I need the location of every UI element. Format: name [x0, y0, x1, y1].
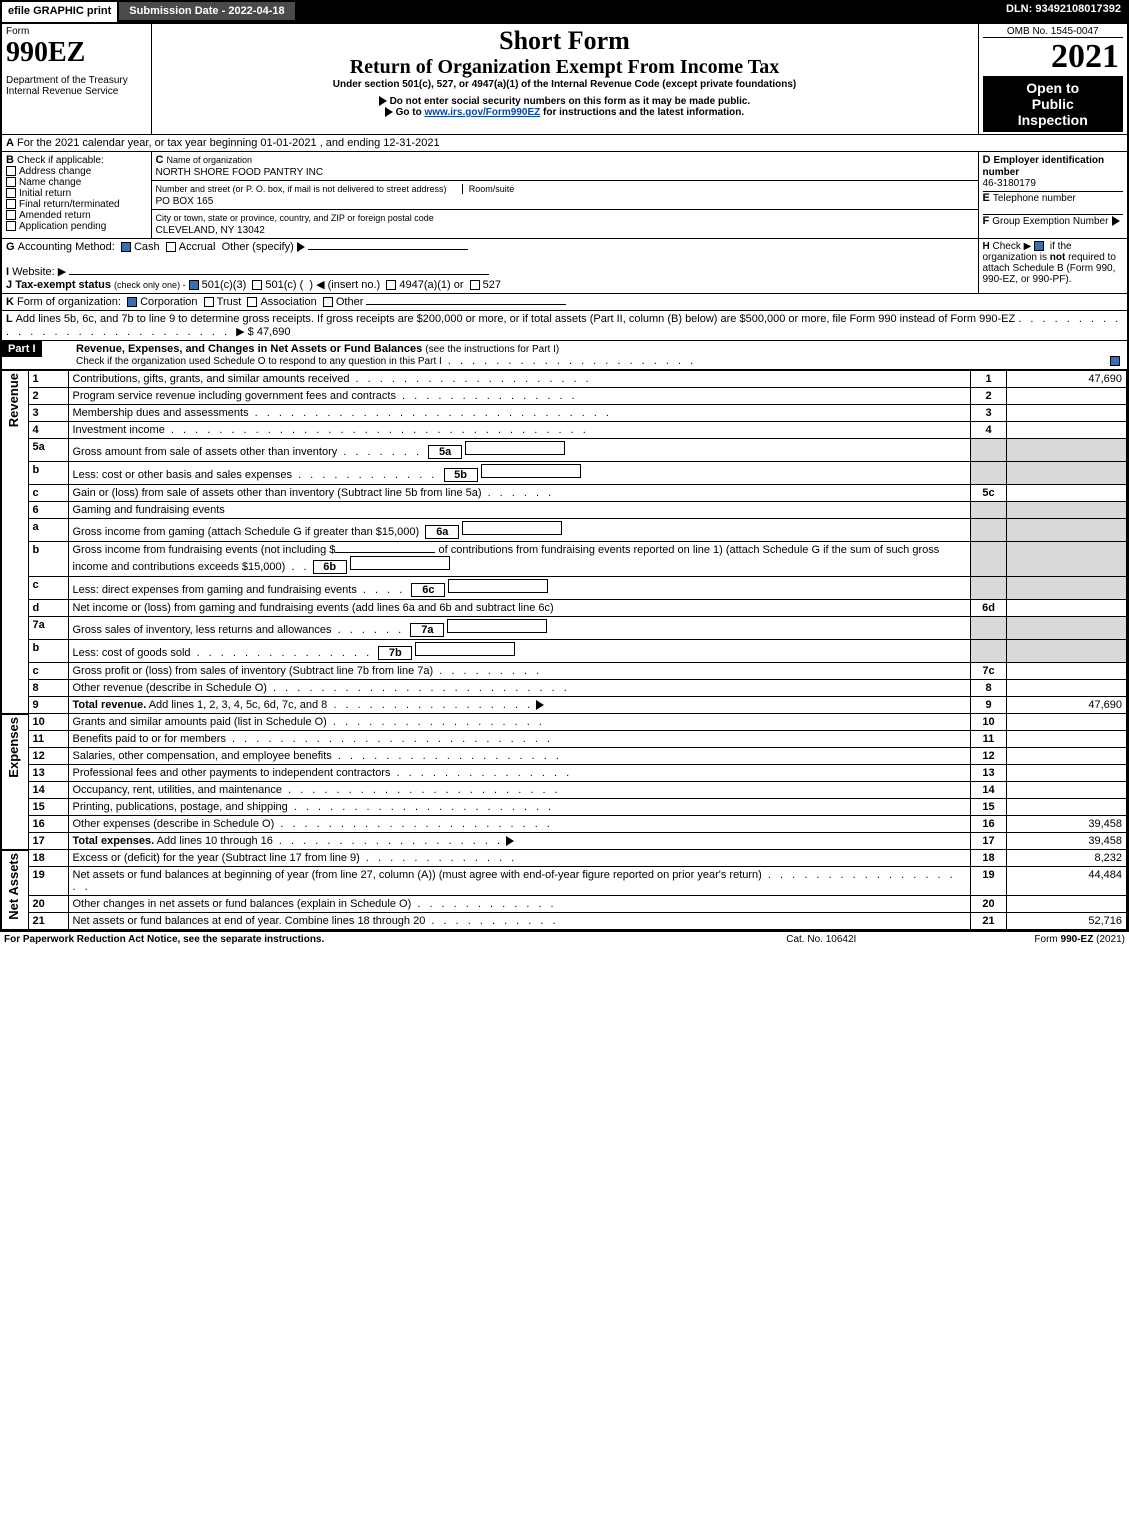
subtitle: Under section 501(c), 527, or 4947(a)(1)…	[156, 79, 974, 90]
subdate-label: Submission Date -	[129, 5, 228, 17]
section-c-city: City or town, state or province, country…	[151, 210, 978, 239]
box-6b-val[interactable]	[350, 556, 450, 570]
section-b: B Check if applicable: Address change Na…	[1, 152, 151, 239]
line-g: G Accounting Method: Cash Accrual Other …	[1, 239, 978, 294]
section-def: D Employer identification number 46-3180…	[978, 152, 1128, 239]
dln-val: 93492108017392	[1035, 3, 1121, 15]
submission-date: Submission Date - 2022-04-18	[117, 0, 296, 22]
box-7b-val[interactable]	[415, 642, 515, 656]
other-org-input[interactable]	[366, 304, 566, 305]
topbar-spacer	[297, 0, 998, 22]
chk-cash[interactable]	[121, 242, 131, 252]
dln-label: DLN:	[1006, 3, 1035, 15]
arrow-icon	[506, 836, 514, 846]
part-i-label: Part I	[2, 341, 42, 357]
chk-sched-o-part1[interactable]	[1110, 356, 1120, 366]
box-6c-val[interactable]	[448, 579, 548, 593]
org-city: CLEVELAND, NY 13042	[156, 225, 265, 236]
chk-trust[interactable]	[204, 297, 214, 307]
arrow-icon	[536, 700, 544, 710]
gross-receipts: 47,690	[257, 326, 291, 338]
top-bar: efile GRAPHIC print Submission Date - 20…	[0, 0, 1129, 22]
chk-501c[interactable]	[252, 280, 262, 290]
input-6b-contrib[interactable]	[335, 552, 435, 553]
ssn-warning: Do not enter social security numbers on …	[156, 96, 974, 107]
ln1-box: 1	[971, 371, 1007, 388]
website-input[interactable]	[69, 274, 489, 275]
footer-mid: Cat. No. 10642I	[734, 932, 909, 947]
short-form-title: Short Form	[156, 26, 974, 56]
total-expenses: 39,458	[1007, 833, 1127, 850]
irs-link[interactable]: www.irs.gov/Form990EZ	[424, 107, 540, 118]
box-5b-val[interactable]	[481, 464, 581, 478]
chk-app-pending[interactable]	[6, 221, 16, 231]
form-word: Form	[6, 26, 147, 37]
tax-year: 2021	[983, 38, 1124, 76]
chk-527[interactable]	[470, 280, 480, 290]
arrow-icon	[297, 242, 305, 252]
ln1-num: 1	[28, 371, 68, 388]
total-revenue: 47,690	[1007, 697, 1127, 714]
chk-501c3[interactable]	[189, 280, 199, 290]
ln21-val: 52,716	[1007, 913, 1127, 930]
arrow-icon	[385, 107, 393, 117]
other-method-input[interactable]	[308, 249, 468, 250]
chk-address-change[interactable]	[6, 166, 16, 176]
footer-right: Form 990-EZ (2021)	[909, 932, 1129, 947]
line-a: A For the 2021 calendar year, or tax yea…	[1, 135, 1128, 152]
chk-name-change[interactable]	[6, 177, 16, 187]
arrow-icon	[379, 96, 387, 106]
return-title: Return of Organization Exempt From Incom…	[156, 56, 974, 79]
chk-initial-return[interactable]	[6, 188, 16, 198]
chk-4947[interactable]	[386, 280, 396, 290]
org-street: PO BOX 165	[156, 196, 214, 207]
expenses-label: Expenses	[6, 717, 21, 778]
subdate-val: 2022-04-18	[228, 5, 284, 17]
lines-container: Revenue 1 Contributions, gifts, grants, …	[1, 370, 1128, 932]
revenue-label: Revenue	[6, 373, 21, 427]
box-6a-val[interactable]	[462, 521, 562, 535]
open-to-public-badge: Open to Public Inspection	[983, 76, 1124, 132]
ln1-val: 47,690	[1007, 371, 1127, 388]
section-c-name: C Name of organization NORTH SHORE FOOD …	[151, 152, 978, 181]
net-assets-label: Net Assets	[6, 853, 21, 920]
footer: For Paperwork Reduction Act Notice, see …	[0, 932, 1129, 947]
dept-irs: Internal Revenue Service	[6, 86, 147, 97]
arrow-icon	[1112, 216, 1120, 226]
part-i-header: Part I Revenue, Expenses, and Changes in…	[1, 341, 1128, 370]
omb-no: OMB No. 1545-0047	[983, 26, 1124, 38]
form-id-cell: Form 990EZ Department of the Treasury In…	[1, 23, 151, 135]
ln16-val: 39,458	[1007, 816, 1127, 833]
line-h: H Check ▶ if the organization is not req…	[978, 239, 1128, 294]
form-number: 990EZ	[6, 37, 147, 69]
dln: DLN: 93492108017392	[998, 0, 1129, 22]
chk-amended[interactable]	[6, 210, 16, 220]
title-cell: Short Form Return of Organization Exempt…	[151, 23, 978, 135]
chk-other-org[interactable]	[323, 297, 333, 307]
ln19-val: 44,484	[1007, 867, 1127, 896]
box-5a-val[interactable]	[465, 441, 565, 455]
section-c-street: Number and street (or P. O. box, if mail…	[151, 181, 978, 210]
dept-treasury: Department of the Treasury	[6, 75, 147, 86]
ln2-val	[1007, 388, 1127, 405]
chk-assoc[interactable]	[247, 297, 257, 307]
ln18-val: 8,232	[1007, 850, 1127, 867]
ein: 46-3180179	[983, 178, 1124, 189]
efile-label[interactable]: efile GRAPHIC print	[0, 0, 117, 22]
org-name: NORTH SHORE FOOD PANTRY INC	[156, 167, 324, 178]
form-table: Form 990EZ Department of the Treasury In…	[0, 22, 1129, 932]
chk-final-return[interactable]	[6, 199, 16, 209]
ln1-text: Contributions, gifts, grants, and simila…	[68, 371, 971, 388]
box-7a-val[interactable]	[447, 619, 547, 633]
year-cell: OMB No. 1545-0047 2021 Open to Public In…	[978, 23, 1128, 135]
footer-left: For Paperwork Reduction Act Notice, see …	[0, 932, 734, 947]
goto-line: Go to www.irs.gov/Form990EZ for instruct…	[156, 107, 974, 118]
chk-corp[interactable]	[127, 297, 137, 307]
chk-accrual[interactable]	[166, 242, 176, 252]
line-k: K Form of organization: Corporation Trus…	[1, 294, 1128, 311]
line-l: L Add lines 5b, 6c, and 7b to line 9 to …	[1, 311, 1128, 341]
chk-sched-b[interactable]	[1034, 241, 1044, 251]
